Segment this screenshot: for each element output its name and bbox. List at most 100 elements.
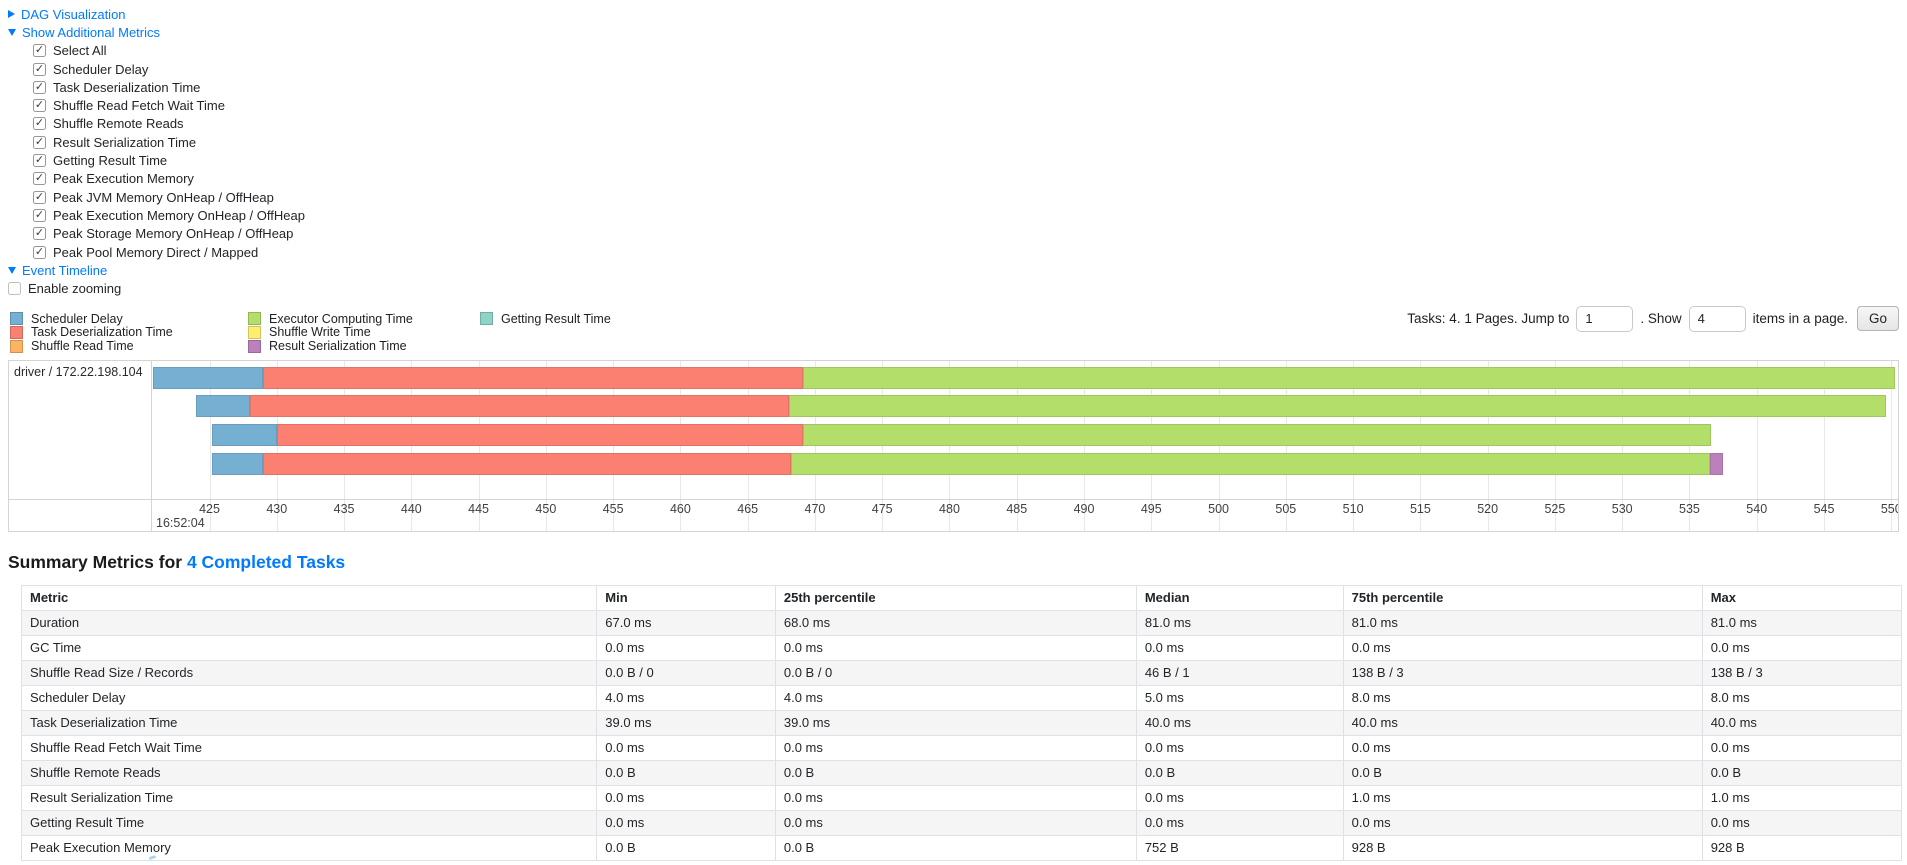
- axis-tick-label: 540: [1746, 501, 1768, 516]
- axis-tick-label: 460: [669, 501, 691, 516]
- metric-checkbox[interactable]: ✓: [33, 44, 46, 58]
- task-segment-result-serialization[interactable]: [1709, 452, 1724, 475]
- summary-table-row: Duration 67.0 ms 68.0 ms 81.0 ms 81.0 ms 81.0…: [20, 609, 1903, 636]
- legend-item: Result Serialization Time: [248, 339, 480, 353]
- event-timeline-toggle[interactable]: Event Timeline: [8, 261, 1899, 279]
- go-button[interactable]: Go: [1856, 306, 1899, 332]
- task-segment-deserialization[interactable]: [249, 395, 790, 418]
- show-additional-metrics-toggle[interactable]: Show Additional Metrics: [8, 23, 1899, 41]
- axis-tick-label: 440: [400, 501, 422, 516]
- task-segment-executor-computing[interactable]: [802, 423, 1711, 446]
- metric-checkbox-label: Shuffle Remote Reads: [53, 116, 184, 132]
- metric-checkbox-label: Peak Pool Memory Direct / Mapped: [53, 244, 259, 260]
- axis-tick-label: 505: [1275, 501, 1297, 516]
- dag-visualization-toggle[interactable]: DAG Visualization: [8, 5, 1899, 23]
- legend-swatch-scheduler-delay: [10, 312, 23, 326]
- metric-checkbox[interactable]: ✓: [33, 99, 46, 113]
- task-segment-deserialization[interactable]: [263, 452, 791, 475]
- metric-value-cell: 0.0 B: [774, 759, 1137, 786]
- task-segment-executor-computing[interactable]: [790, 452, 1710, 475]
- metric-value-cell: 0.0 ms: [596, 734, 776, 761]
- axis-tick-label: 450: [535, 501, 557, 516]
- additional-metrics-checkbox-list: ✓ Select All ✓ Scheduler Delay ✓ Task Deseria…: [33, 42, 1899, 262]
- legend-label: Result Serialization Time: [269, 339, 407, 354]
- metric-checkbox-label: Peak Execution Memory OnHeap / OffHeap: [53, 207, 305, 223]
- metric-checkbox-row: ✓ Peak Execution Memory: [33, 170, 1899, 188]
- metric-checkbox[interactable]: ✓: [33, 80, 46, 94]
- metric-checkbox-row: ✓ Result Serialization Time: [33, 133, 1899, 151]
- gridline: [1891, 360, 1893, 531]
- legend-swatch-deserialization: [10, 325, 23, 339]
- collapsed-arrow-icon: [8, 10, 15, 19]
- summary-metrics-title: Summary Metrics for 4 Completed Tasks: [8, 552, 1907, 573]
- summary-table-row: Shuffle Read Fetch Wait Time 0.0 ms 0.0 ms…: [20, 734, 1903, 761]
- metric-checkbox[interactable]: ✓: [33, 172, 46, 186]
- metric-value-cell: 46 B / 1: [1135, 659, 1344, 686]
- expanded-arrow-icon: [8, 266, 16, 274]
- metric-value-cell: 40.0 ms: [1135, 709, 1344, 736]
- summary-column-header: 75th percentile: [1342, 584, 1703, 611]
- axis-tick-label: 535: [1679, 501, 1700, 516]
- axis-tick-label: 445: [468, 501, 490, 516]
- metric-value-cell: 0.0 B: [596, 834, 776, 861]
- metric-value-cell: 0.0 B: [596, 759, 776, 786]
- task-segment-executor-computing[interactable]: [789, 395, 1886, 418]
- axis-tick-label: 430: [266, 501, 288, 516]
- timeline-legend: Scheduler Delay Task Deserialization Time…: [8, 304, 1899, 353]
- metric-value-cell: 0.0 ms: [1342, 634, 1703, 661]
- summary-column-header: Min: [596, 584, 776, 611]
- metric-value-cell: 39.0 ms: [774, 709, 1137, 736]
- metric-checkbox[interactable]: ✓: [33, 227, 46, 241]
- enable-zooming-checkbox[interactable]: [8, 282, 21, 296]
- pagination-mid-text: . Show: [1640, 311, 1682, 327]
- metric-checkbox[interactable]: ✓: [33, 208, 46, 222]
- task-segment-scheduler-delay[interactable]: [212, 452, 264, 475]
- task-segment-scheduler-delay[interactable]: [196, 395, 250, 418]
- task-segment-deserialization[interactable]: [276, 423, 803, 446]
- summary-table-row: Getting Result Time 0.0 ms 0.0 ms 0.0 ms 0.0…: [20, 809, 1903, 836]
- metric-checkbox-row: ✓ Getting Result Time: [33, 151, 1899, 169]
- metric-checkbox[interactable]: ✓: [33, 62, 46, 76]
- metric-checkbox[interactable]: ✓: [33, 245, 46, 259]
- completed-tasks-link[interactable]: 4 Completed Tasks: [186, 551, 346, 572]
- enable-zooming-row: Enable zooming: [8, 279, 1899, 297]
- metric-value-cell: 4.0 ms: [596, 684, 776, 711]
- axis-tick-label: 485: [1006, 501, 1028, 516]
- task-segment-scheduler-delay[interactable]: [212, 423, 277, 446]
- legend-swatch-result-serialization: [248, 339, 261, 353]
- axis-tick-label: 470: [804, 501, 826, 516]
- metric-checkbox-label: Scheduler Delay: [53, 61, 149, 77]
- metric-value-cell: 8.0 ms: [1342, 684, 1703, 711]
- metric-value-cell: 0.0 ms: [1135, 634, 1344, 661]
- metric-checkbox[interactable]: ✓: [33, 154, 46, 168]
- timeline-plot-area: 425 430 435 440 445 450 455 460 465 470 475 480 485 4…: [153, 360, 1898, 531]
- metric-checkbox[interactable]: ✓: [33, 135, 46, 149]
- axis-tick-label: 465: [737, 501, 759, 516]
- metric-checkbox[interactable]: ✓: [33, 117, 46, 131]
- metric-name-cell: Peak Execution Memory: [20, 834, 598, 861]
- jump-to-page-input[interactable]: [1576, 305, 1634, 332]
- legend-label: Task Deserialization Time: [31, 325, 173, 340]
- metric-value-cell: 0.0 B / 0: [596, 659, 776, 686]
- items-per-page-input[interactable]: [1688, 305, 1746, 332]
- metric-value-cell: 81.0 ms: [1701, 609, 1903, 636]
- metric-checkbox-label: Select All: [53, 43, 107, 59]
- metric-value-cell: 81.0 ms: [1342, 609, 1703, 636]
- legend-item: Executor Computing Time: [248, 312, 480, 326]
- legend-column: Getting Result Time: [480, 312, 1899, 353]
- metric-checkbox[interactable]: ✓: [33, 190, 46, 204]
- axis-tick-label: 495: [1140, 501, 1162, 516]
- legend-item: Shuffle Write Time: [248, 325, 480, 339]
- metric-value-cell: 68.0 ms: [774, 609, 1137, 636]
- summary-table-row: Shuffle Read Size / Records 0.0 B / 0 0.0 …: [20, 659, 1903, 686]
- legend-column: Scheduler Delay Task Deserialization Time…: [10, 312, 248, 353]
- metric-value-cell: 40.0 ms: [1701, 709, 1903, 736]
- metric-value-cell: 0.0 ms: [774, 809, 1137, 836]
- axis-tick-label: 480: [939, 501, 960, 516]
- task-segment-executor-computing[interactable]: [802, 366, 1896, 389]
- metric-value-cell: 928 B: [1701, 834, 1903, 861]
- metric-checkbox-label: Peak Storage Memory OnHeap / OffHeap: [53, 226, 294, 242]
- task-segment-deserialization[interactable]: [263, 366, 803, 389]
- task-segment-scheduler-delay[interactable]: [153, 366, 264, 389]
- metric-value-cell: 67.0 ms: [596, 609, 776, 636]
